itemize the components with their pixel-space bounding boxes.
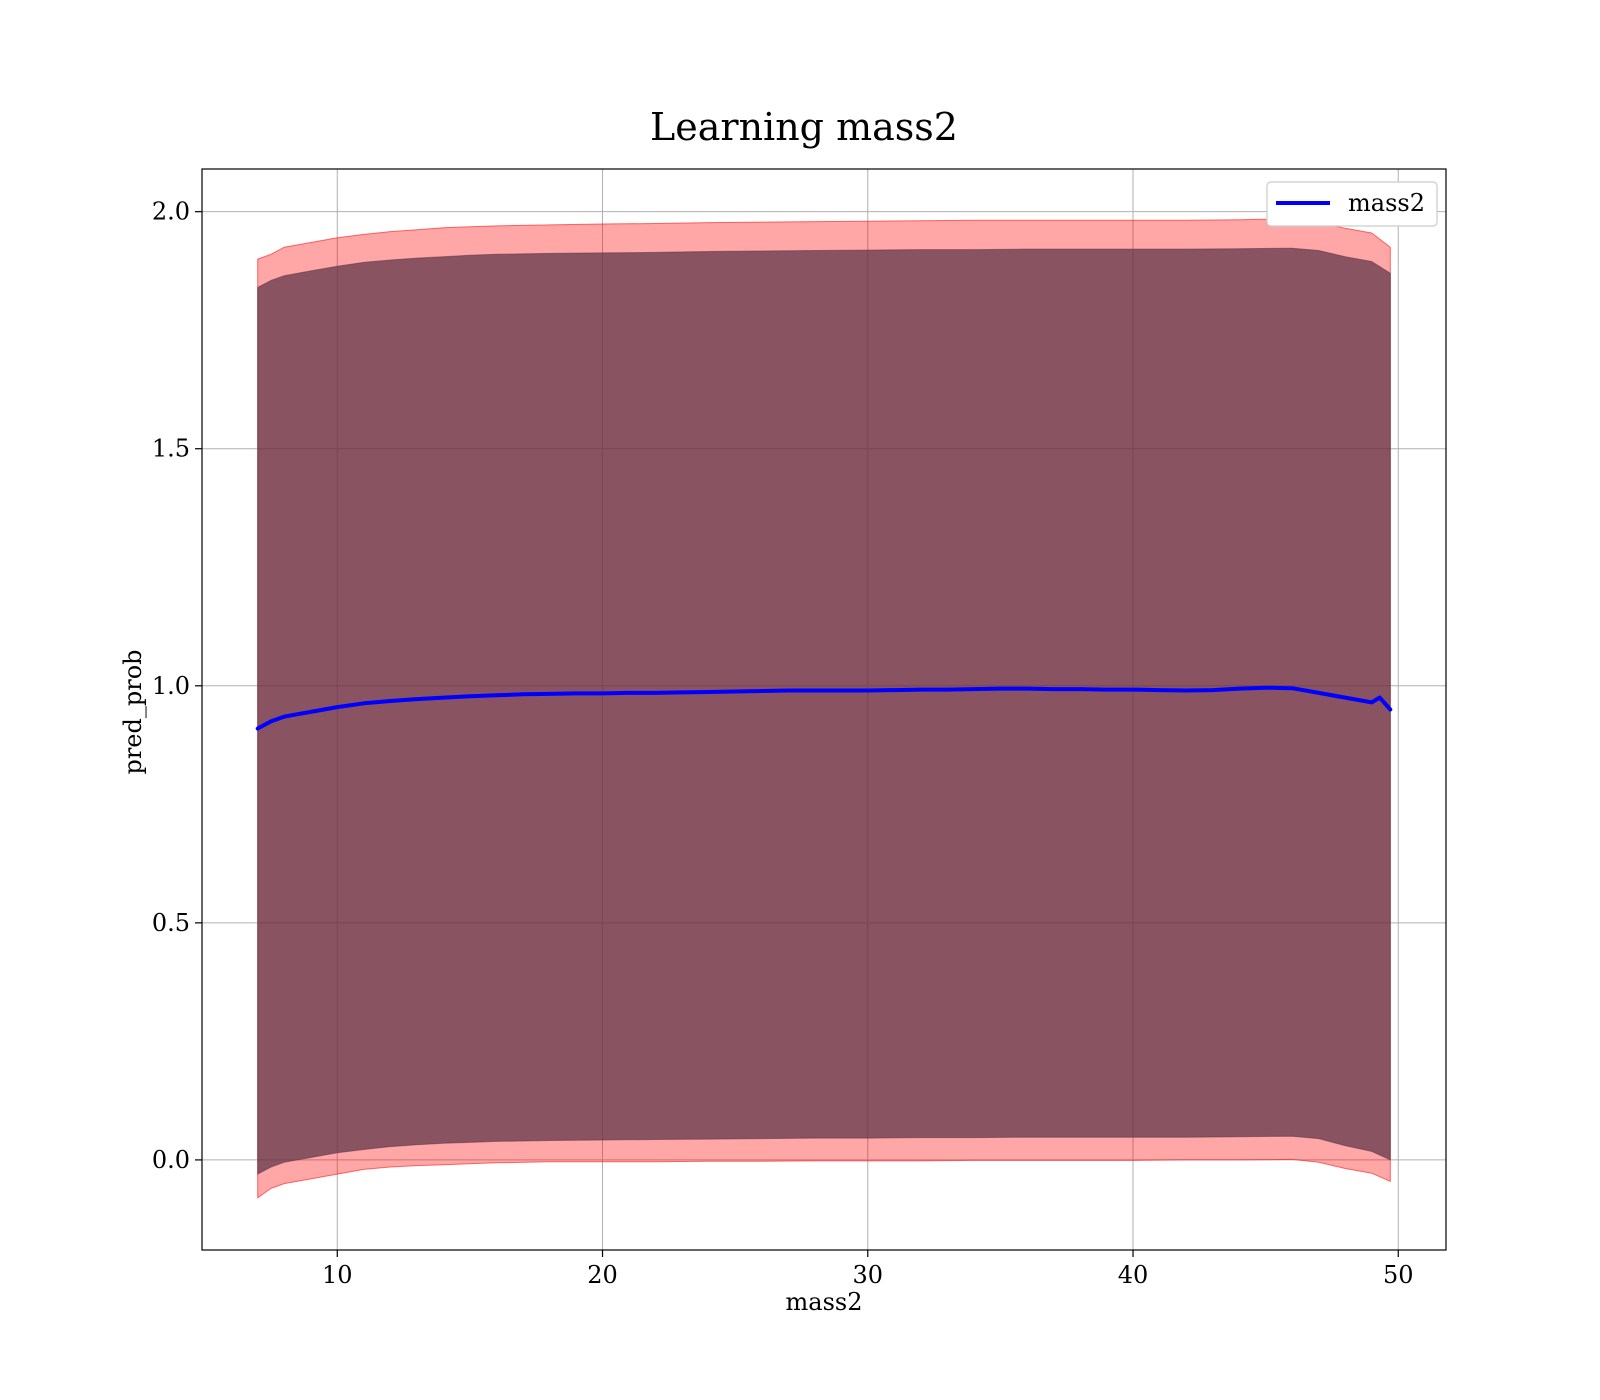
y-axis-label: pred_prob: [119, 649, 147, 774]
y-tick-label: 2.0: [152, 198, 190, 226]
y-tick-label: 1.0: [152, 672, 190, 700]
confidence-band-2: [257, 247, 1391, 1175]
x-axis-label: mass2: [786, 1288, 863, 1316]
x-tick-label: 10: [322, 1261, 353, 1289]
x-tick-label: 50: [1383, 1261, 1414, 1289]
x-tick-label: 30: [852, 1261, 883, 1289]
plot-area: 10 20 30 40 50 0.0 0.5 1.0 1.5 2.0: [152, 168, 1447, 1289]
x-tick-label: 20: [587, 1261, 618, 1289]
legend-frame: [1266, 181, 1438, 227]
legend-label: mass2: [1348, 189, 1425, 217]
legend: mass2: [1266, 181, 1438, 227]
y-tick-label: 1.5: [152, 435, 190, 463]
chart-title: Learning mass2: [650, 105, 958, 149]
y-tick-label: 0.5: [152, 909, 190, 937]
axes-frame: [201, 168, 1447, 1251]
y-tick-label: 0.0: [152, 1146, 190, 1174]
series-line-mass2: [255, 685, 1393, 731]
x-tick-label: 40: [1118, 1261, 1149, 1289]
